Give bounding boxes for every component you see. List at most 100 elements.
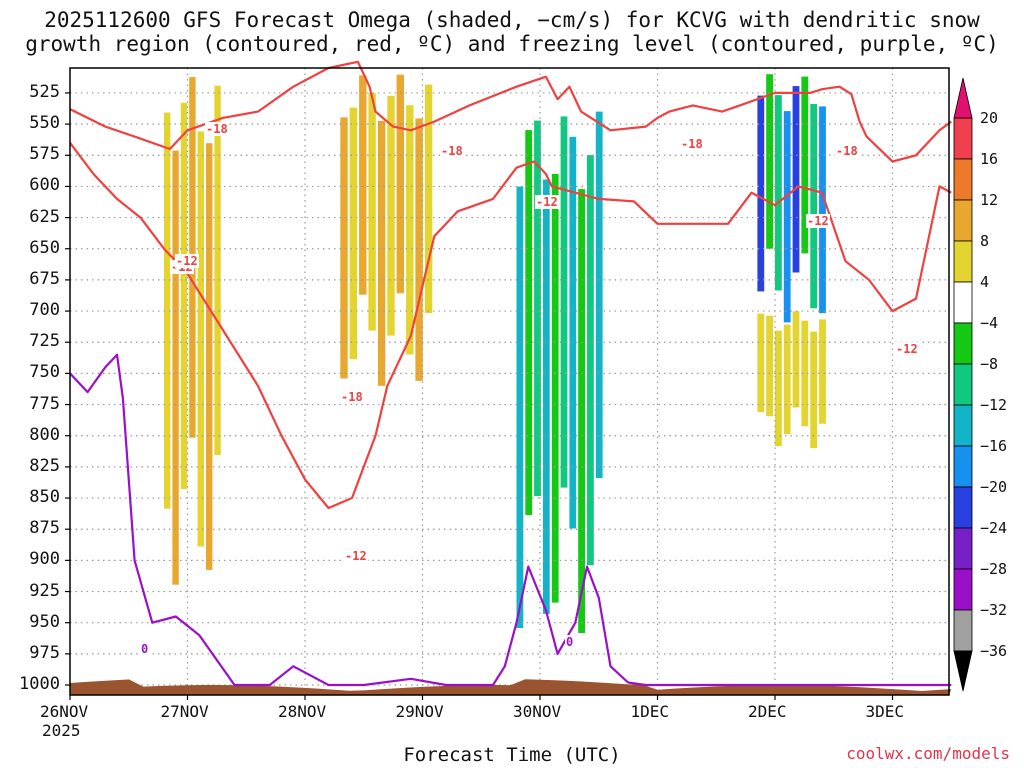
- colorbar-band: [953, 445, 973, 488]
- omega-region-strip: [542, 179, 550, 614]
- x-tick-label: 27NOV: [160, 702, 209, 721]
- colorbar-band: [953, 322, 973, 365]
- omega-region-strip: [775, 330, 782, 447]
- y-tick-label: 600: [29, 175, 60, 196]
- contour-label: -18: [440, 144, 464, 158]
- omega-region-strip: [197, 131, 204, 547]
- omega-region-strip: [757, 95, 765, 292]
- colorbar-band: [953, 117, 973, 160]
- omega-region-strip: [775, 95, 782, 291]
- omega-region-strip: [819, 106, 826, 314]
- omega-region-strip: [595, 111, 603, 479]
- x-tick-label: 30NOV: [513, 702, 562, 721]
- colorbar-band: [953, 363, 973, 406]
- omega-region-strip: [801, 320, 809, 427]
- colorbar-band: [953, 281, 973, 324]
- colorbar-band: [953, 568, 973, 611]
- y-tick-label: 800: [29, 424, 60, 445]
- y-tick-label: 675: [29, 268, 60, 289]
- omega-region-strip: [180, 102, 188, 490]
- y-tick-label: 625: [29, 206, 60, 227]
- omega-region-strip: [368, 93, 376, 331]
- y-tick-label: 775: [29, 393, 60, 414]
- omega-region-strip: [516, 186, 524, 628]
- colorbar-label: −12: [980, 396, 1008, 414]
- colorbar-label: 4: [980, 273, 990, 291]
- contour-label: -12: [806, 214, 830, 228]
- colorbar-label: −8: [980, 355, 999, 373]
- omega-region-strip: [551, 173, 559, 603]
- contour-label: 0: [140, 642, 150, 656]
- y-tick-label: 975: [29, 642, 60, 663]
- omega-region-strip: [587, 155, 594, 566]
- x-tick-year-label: 2025: [42, 721, 81, 740]
- x-tick-label: 1DEC: [630, 702, 670, 721]
- colorbar-top-arrow: [953, 77, 973, 119]
- colorbar-label: −16: [980, 437, 1008, 455]
- omega-region-strip: [534, 120, 541, 496]
- omega-region-strip: [783, 111, 791, 323]
- colorbar-label: −24: [980, 519, 1008, 537]
- colorbar-band: [953, 609, 973, 652]
- y-tick-label: 525: [29, 81, 60, 102]
- contour-label: -18: [205, 122, 229, 136]
- omega-region-strip: [164, 112, 171, 509]
- omega-region-strip: [801, 76, 809, 254]
- x-axis-label: Forecast Time (UTC): [403, 744, 621, 766]
- y-tick-label: 725: [29, 331, 60, 352]
- contour-label: 0: [565, 635, 575, 649]
- y-tick-label: 875: [29, 518, 60, 539]
- contour-lower_dgz_-12C: [69, 142, 952, 510]
- colorbar-label: −36: [980, 642, 1008, 660]
- ground-terrain: [70, 679, 952, 695]
- omega-region-strip: [525, 130, 533, 515]
- contour-label: -18: [340, 390, 364, 404]
- x-tick-label: 29NOV: [395, 702, 444, 721]
- colorbar-label: −20: [980, 478, 1008, 496]
- omega-region-strip: [359, 75, 367, 295]
- chart-title-line-2: growth region (contoured, red, ºC) and f…: [25, 32, 999, 56]
- colorbar-band: [953, 199, 973, 242]
- colorbar-band: [953, 158, 973, 201]
- contour-label: -12: [175, 254, 199, 268]
- y-tick-label: 575: [29, 144, 60, 165]
- omega-region-strip: [396, 74, 404, 294]
- contour-label: -12: [535, 195, 559, 209]
- omega-region-strip: [569, 136, 577, 529]
- colorbar-label: 12: [980, 191, 999, 209]
- colorbar-label: 8: [980, 232, 990, 250]
- y-tick-label: 750: [29, 362, 60, 383]
- credit-link[interactable]: coolwx.com/models: [846, 744, 1010, 763]
- colorbar-band: [953, 240, 973, 283]
- y-tick-label: 925: [29, 580, 60, 601]
- y-tick-label: 850: [29, 487, 60, 508]
- omega-region-strip: [406, 105, 414, 355]
- omega-region-strip: [214, 85, 221, 455]
- y-tick-label: 650: [29, 237, 60, 258]
- omega-region-strip: [424, 84, 433, 314]
- contour-freezing_level_0C: [69, 353, 952, 687]
- y-tick-label: 950: [29, 611, 60, 632]
- colorbar-band: [953, 527, 973, 570]
- contour-label: -12: [895, 342, 919, 356]
- omega-region-strip: [340, 117, 348, 379]
- omega-region-strip: [757, 313, 765, 413]
- colorbar-label: −32: [980, 601, 1008, 619]
- omega-region-strip: [172, 150, 179, 585]
- y-tick-label: 700: [29, 300, 60, 321]
- contour-label: -18: [680, 137, 704, 151]
- omega-region-strip: [578, 189, 585, 633]
- chart-title-line-1: 2025112600 GFS Forecast Omega (shaded, −…: [44, 8, 980, 32]
- colorbar-band: [953, 486, 973, 529]
- omega-region-strip: [766, 315, 773, 417]
- y-tick-label: 825: [29, 455, 60, 476]
- y-tick-label: 550: [29, 113, 60, 134]
- omega-region-strip: [810, 331, 818, 449]
- colorbar-band: [953, 404, 973, 447]
- omega-region-strip: [377, 120, 386, 386]
- x-tick-label: 26NOV: [40, 702, 89, 721]
- omega-region-strip: [766, 74, 773, 249]
- colorbar-label: 20: [980, 109, 999, 127]
- omega-region-strip: [783, 324, 791, 435]
